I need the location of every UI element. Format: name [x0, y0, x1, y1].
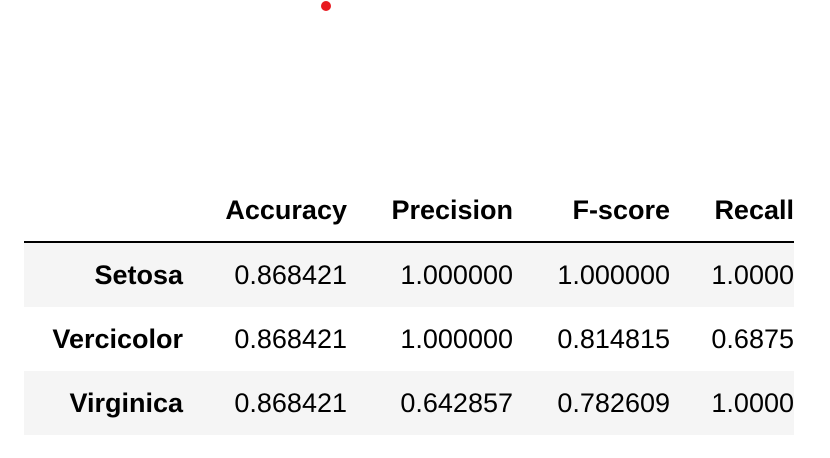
- table-cell: 0.868421: [234, 259, 347, 290]
- table-cell: 0.868421: [234, 387, 347, 418]
- table-row: Setosa 0.868421 1.000000 1.000000 1.0000: [24, 242, 794, 307]
- index-header: [24, 179, 183, 243]
- column-header-fscore: F-score: [513, 179, 670, 243]
- table-cell: 0.642857: [400, 387, 513, 418]
- table-cell: 1.000000: [400, 323, 513, 354]
- row-label: Setosa: [94, 259, 183, 290]
- row-label: Vercicolor: [52, 323, 183, 354]
- row-label: Virginica: [69, 387, 183, 418]
- table-cell: 0.6875: [711, 323, 794, 354]
- table-cell: 1.000000: [400, 259, 513, 290]
- table-row: Vercicolor 0.868421 1.000000 0.814815 0.…: [24, 307, 794, 371]
- table-cell: 1.000000: [557, 259, 670, 290]
- metrics-table: Accuracy Precision F-score Recall Setosa…: [24, 179, 794, 435]
- table-cell: 0.868421: [234, 323, 347, 354]
- column-header-precision: Precision: [347, 179, 513, 243]
- table-cell: 0.814815: [557, 323, 670, 354]
- column-header-accuracy: Accuracy: [183, 179, 347, 243]
- table-row: Virginica 0.868421 0.642857 0.782609 1.0…: [24, 371, 794, 435]
- table-cell: 1.0000: [711, 259, 794, 290]
- header-row: Accuracy Precision F-score Recall: [24, 179, 794, 243]
- table-cell: 0.782609: [557, 387, 670, 418]
- table-cell: 1.0000: [711, 387, 794, 418]
- red-dot-marker: [321, 1, 331, 11]
- column-header-recall: Recall: [670, 179, 794, 243]
